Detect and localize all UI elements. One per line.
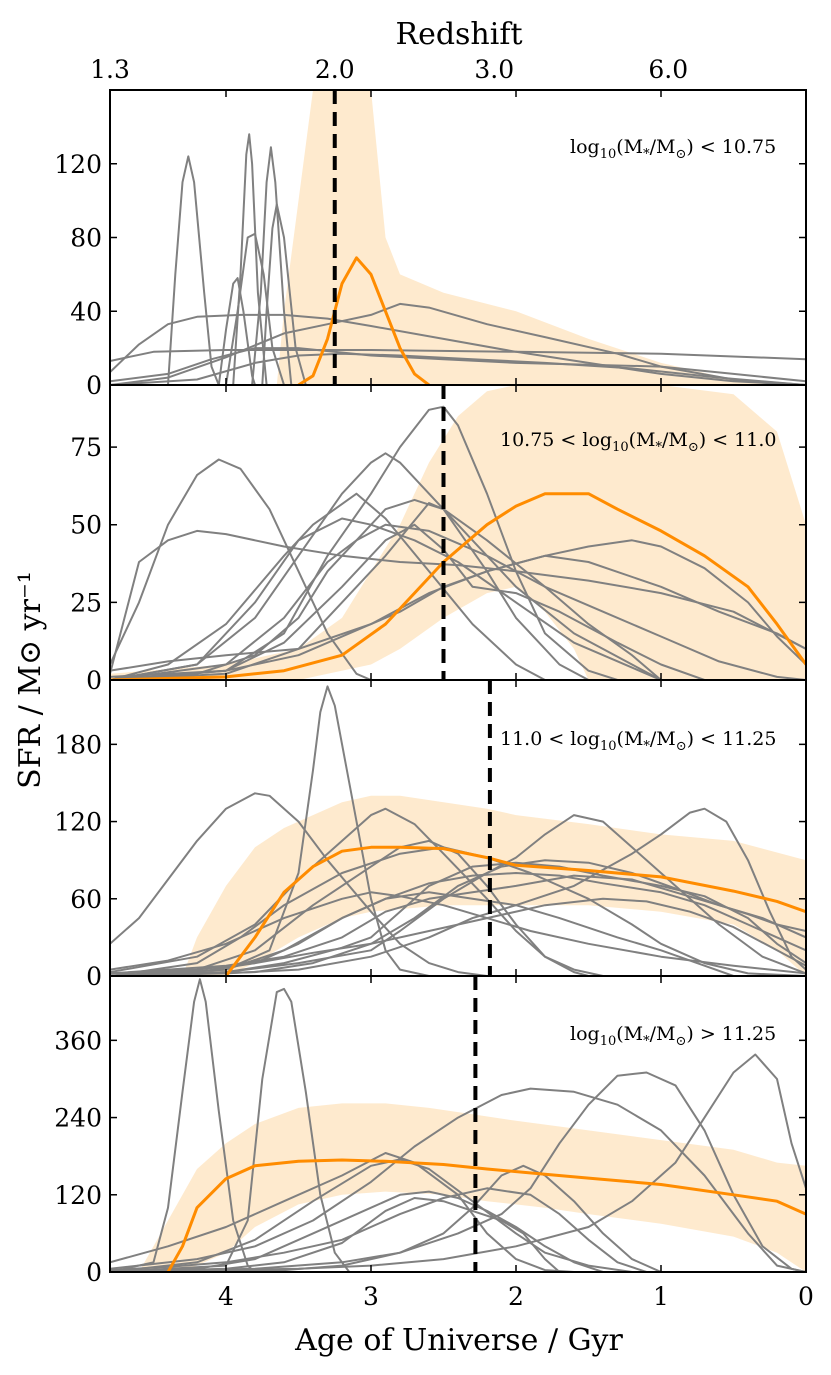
svg-text:log10(M*/M⊙) > 11.25: log10(M*/M⊙) > 11.25 — [570, 1023, 776, 1049]
median-sfh-line — [297, 256, 430, 385]
galaxy-sfh-line — [110, 352, 806, 385]
galaxy-sfh-line — [110, 405, 618, 680]
top-axis-ticks: 1.3 2.0 3.0 6.0 — [90, 55, 688, 84]
y-tick-label: 240 — [54, 1104, 102, 1133]
galaxy-sfh-line — [110, 891, 734, 976]
panel-4: 0 120 240 360 log10(M*/M⊙) > 11.25 — [54, 975, 807, 1287]
galaxy-sfh-line — [110, 814, 806, 976]
y-tick-label: 0 — [86, 1258, 102, 1287]
median-sfh-line — [110, 492, 806, 680]
galaxy-sfh-line — [110, 1071, 806, 1272]
galaxy-sfh-line — [110, 1187, 647, 1272]
galaxy-sfh-line — [110, 839, 589, 976]
x-tick-label: 1 — [653, 1282, 669, 1311]
galaxy-sfh-line — [110, 539, 806, 678]
galaxy-sfh-line — [110, 492, 546, 680]
galaxy-sfh-line — [110, 1190, 604, 1272]
confidence-band — [139, 1103, 806, 1272]
galaxy-sfh-line — [110, 859, 806, 976]
y-tick-label: 0 — [86, 962, 102, 991]
y-tick-label: 80 — [70, 224, 102, 253]
galaxy-sfh-line — [110, 807, 806, 976]
y-tick-label: 120 — [54, 150, 102, 179]
panel-2: 0 25 50 75 10.75 < log10(M*/M⊙) < 11.0 — [70, 384, 807, 695]
galaxy-sfh-line — [110, 978, 256, 1272]
confidence-band — [276, 90, 806, 385]
panel-3: 0 60 120 180 11.0 < log10(M*/M⊙) < 11.25 — [54, 679, 807, 991]
galaxy-sfh-line — [110, 1164, 662, 1272]
galaxy-sfh-line — [110, 458, 372, 680]
x-tick-label: 3 — [363, 1282, 379, 1311]
galaxy-sfh-line — [110, 1087, 806, 1272]
y-tick-label: 75 — [70, 433, 102, 462]
y-tick-label: 60 — [70, 885, 102, 914]
y-tick-label: 25 — [70, 588, 102, 617]
top-tick-label: 2.0 — [315, 55, 355, 84]
y-tick-label: 120 — [54, 1181, 102, 1210]
galaxy-sfh-line — [110, 872, 806, 976]
median-sfh-line — [166, 1158, 806, 1272]
galaxy-sfh-line — [110, 498, 662, 680]
galaxy-sfh-line — [110, 1053, 806, 1272]
galaxy-sfh-line — [110, 347, 806, 383]
top-axis-title: Redshift — [395, 17, 522, 52]
galaxy-sfh-line — [110, 349, 806, 362]
svg-text:10.75 < log10(M*/M⊙) < 11.0: 10.75 < log10(M*/M⊙) < 11.0 — [500, 429, 776, 455]
galaxy-sfh-line — [110, 313, 806, 385]
y-tick-label: 50 — [70, 511, 102, 540]
svg-text:log10(M*/M⊙) < 10.75: log10(M*/M⊙) < 10.75 — [570, 136, 776, 162]
y-tick-label: 0 — [86, 371, 102, 400]
panel-annotation: log10(M*/M⊙) > 11.25 — [570, 1023, 776, 1049]
top-tick-label: 3.0 — [474, 55, 514, 84]
galaxy-sfh-line — [251, 146, 293, 385]
x-tick-label: 0 — [798, 1282, 814, 1311]
top-tick-label: 6.0 — [648, 55, 688, 84]
median-sfh-line — [224, 845, 806, 976]
x-tick-label: 2 — [508, 1282, 524, 1311]
galaxy-sfh-line — [110, 897, 806, 975]
galaxy-sfh-line — [167, 155, 220, 385]
panel-annotation: 10.75 < log10(M*/M⊙) < 11.0 — [500, 429, 776, 455]
x-axis-title: Age of Universe / Gyr — [294, 1323, 623, 1358]
y-tick-label: 40 — [70, 297, 102, 326]
galaxy-sfh-line — [110, 792, 488, 976]
galaxy-sfh-line — [232, 133, 268, 385]
panel-annotation: log10(M*/M⊙) < 10.75 — [570, 136, 776, 162]
galaxy-sfh-line — [110, 452, 589, 680]
panel-frame — [109, 975, 807, 1273]
y-tick-label: 120 — [54, 808, 102, 837]
y-tick-label: 0 — [86, 666, 102, 695]
galaxy-sfh-line — [110, 987, 351, 1272]
confidence-band — [110, 385, 806, 680]
x-axis-ticks: 4 3 2 1 0 — [218, 1282, 814, 1311]
galaxy-sfh-line — [110, 1197, 561, 1272]
panel-annotation: 11.0 < log10(M*/M⊙) < 11.25 — [500, 728, 776, 754]
y-tick-label: 360 — [54, 1026, 102, 1055]
y-axis-title: SFR / M⊙ yr⁻¹ — [13, 571, 48, 789]
galaxy-sfh-line — [110, 685, 430, 976]
y-tick-label: 180 — [54, 730, 102, 759]
galaxy-sfh-line — [110, 517, 662, 680]
galaxy-sfh-line — [110, 523, 806, 680]
x-tick-label: 4 — [218, 1282, 234, 1311]
svg-text:11.0 < log10(M*/M⊙) < 11.25: 11.0 < log10(M*/M⊙) < 11.25 — [500, 728, 776, 754]
top-tick-label: 1.3 — [90, 55, 130, 84]
panel-1: 0 40 80 120 log10(M*/M⊙) < 10.75 — [54, 89, 807, 400]
